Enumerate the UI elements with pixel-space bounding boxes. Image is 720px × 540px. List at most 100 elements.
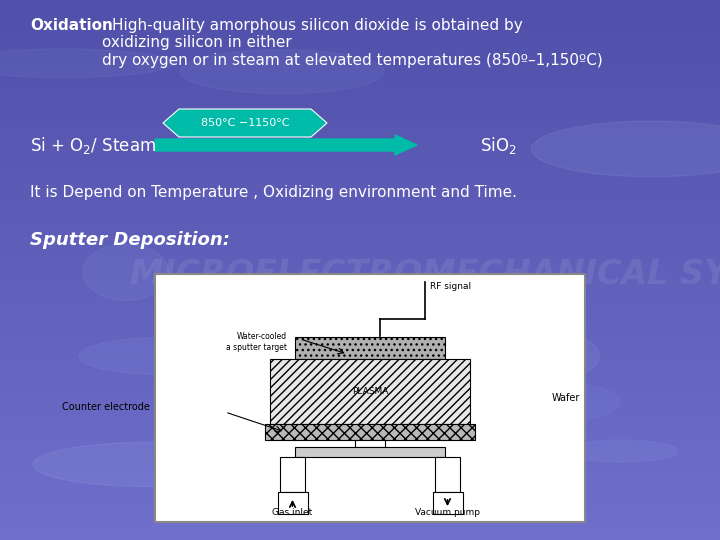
Bar [0, 269, 720, 279]
Text: It is Depend on Temperature , Oxidizing environment and Time.: It is Depend on Temperature , Oxidizing … [30, 185, 517, 199]
Bar [0, 530, 720, 540]
Bar [0, 332, 720, 342]
Bar [0, 485, 720, 495]
Bar [0, 350, 720, 360]
Bar [0, 449, 720, 459]
FancyArrow shape [155, 135, 417, 155]
Bar [0, 71, 720, 81]
Text: Si + O$_2$/ Steam: Si + O$_2$/ Steam [30, 134, 156, 156]
Bar [0, 314, 720, 324]
Bar [0, 503, 720, 513]
Bar [0, 404, 720, 414]
Bar [0, 251, 720, 261]
Bar [155, 274, 585, 522]
Bar [270, 359, 470, 424]
Ellipse shape [531, 121, 720, 177]
Bar [0, 413, 720, 423]
Ellipse shape [0, 49, 174, 77]
Bar [0, 143, 720, 153]
Text: Counter electrode: Counter electrode [62, 402, 150, 412]
Ellipse shape [33, 442, 261, 487]
Bar [433, 492, 462, 514]
Bar [0, 458, 720, 468]
Bar [0, 287, 720, 297]
Ellipse shape [381, 386, 472, 444]
Bar [0, 242, 720, 252]
Bar [0, 341, 720, 351]
Bar [0, 206, 720, 216]
Bar [0, 323, 720, 333]
Bar [0, 161, 720, 171]
Bar [0, 98, 720, 108]
Bar [295, 447, 445, 457]
Bar [0, 296, 720, 306]
Bar [265, 424, 475, 440]
Bar [0, 395, 720, 405]
Bar [0, 476, 720, 486]
Ellipse shape [364, 411, 494, 446]
Bar [0, 215, 720, 225]
Ellipse shape [79, 338, 248, 375]
Ellipse shape [279, 416, 495, 440]
Bar [0, 80, 720, 90]
Text: : High-quality amorphous silicon dioxide is obtained by
oxidizing silicon in eit: : High-quality amorphous silicon dioxide… [102, 18, 603, 68]
Ellipse shape [180, 50, 384, 93]
Bar [0, 107, 720, 117]
Bar [0, 62, 720, 72]
Ellipse shape [181, 354, 402, 388]
Bar [0, 278, 720, 288]
Bar [0, 53, 720, 63]
Bar [0, 116, 720, 126]
Text: SiO$_2$: SiO$_2$ [480, 134, 517, 156]
Text: Vacuum pump: Vacuum pump [415, 508, 480, 517]
Bar [0, 431, 720, 441]
Text: Gas inlet: Gas inlet [272, 508, 312, 517]
Bar [0, 521, 720, 531]
Bar [0, 44, 720, 54]
Bar [0, 35, 720, 45]
Ellipse shape [83, 244, 168, 300]
Bar [0, 188, 720, 198]
Bar [0, 440, 720, 450]
Text: Wafer: Wafer [552, 393, 580, 403]
Bar [0, 305, 720, 315]
Text: Sputter Deposition:: Sputter Deposition: [30, 231, 230, 249]
Bar [435, 457, 460, 492]
Bar [0, 386, 720, 396]
Ellipse shape [503, 332, 600, 380]
Text: Oxidation: Oxidation [30, 18, 113, 33]
Bar [0, 152, 720, 162]
Text: Water-cooled
a sputter target: Water-cooled a sputter target [226, 332, 287, 352]
Bar [0, 494, 720, 504]
Polygon shape [163, 109, 327, 137]
Text: RF signal: RF signal [430, 282, 471, 291]
Bar [277, 492, 307, 514]
Bar [0, 89, 720, 99]
Bar [0, 422, 720, 432]
Bar [0, 224, 720, 234]
Bar [355, 440, 385, 447]
Bar [0, 8, 720, 18]
Text: MICROELECTROMECHANICAL SYSTEM: MICROELECTROMECHANICAL SYSTEM [130, 259, 720, 292]
Ellipse shape [565, 440, 678, 462]
Text: 850°C −1150°C: 850°C −1150°C [201, 118, 289, 128]
Bar [0, 512, 720, 522]
Bar [280, 457, 305, 492]
Bar [0, 368, 720, 378]
Bar [0, 359, 720, 369]
Bar [0, 233, 720, 243]
Bar [0, 125, 720, 135]
Bar [295, 337, 445, 359]
Bar [0, 26, 720, 36]
Bar [0, 170, 720, 180]
Ellipse shape [453, 380, 621, 424]
Bar [0, 134, 720, 144]
Bar [0, 197, 720, 207]
Ellipse shape [488, 376, 570, 429]
Bar [0, 0, 720, 9]
Text: PLASMA: PLASMA [352, 387, 388, 396]
Bar [0, 179, 720, 189]
Bar [0, 467, 720, 477]
Bar [0, 377, 720, 387]
Bar [0, 260, 720, 270]
